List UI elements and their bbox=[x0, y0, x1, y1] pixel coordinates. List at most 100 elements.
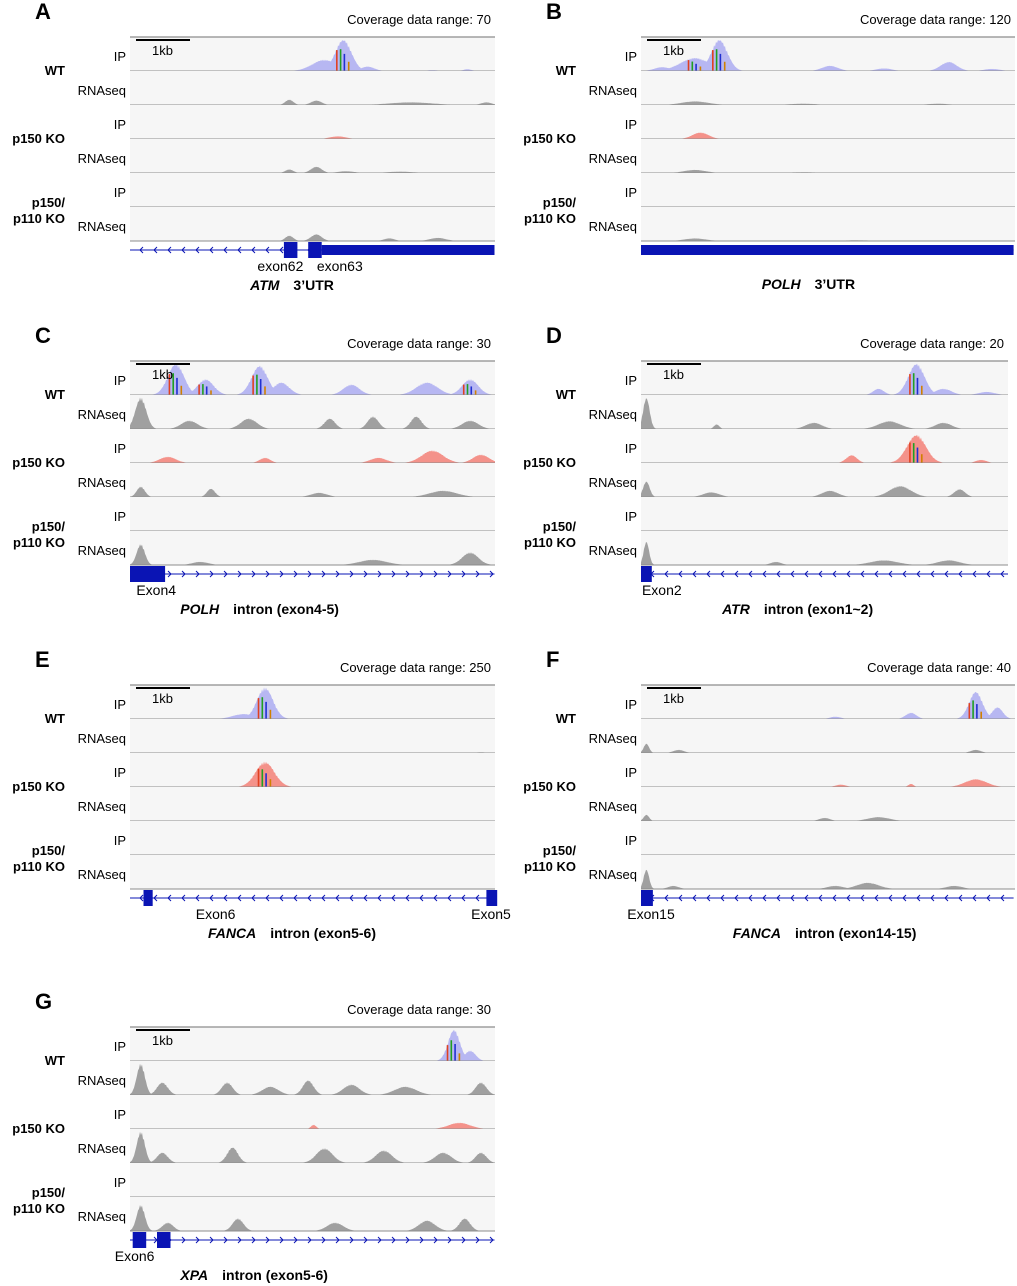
strand-arrow-icon bbox=[209, 1236, 214, 1244]
panel-F bbox=[641, 684, 1015, 906]
sample-label-line: p150/ bbox=[31, 1185, 65, 1200]
scale-bar-label: 1kb bbox=[152, 1033, 173, 1048]
track-background bbox=[130, 685, 495, 719]
strand-arrow-icon bbox=[293, 894, 298, 902]
strand-arrow-icon bbox=[902, 894, 907, 902]
strand-arrow-icon bbox=[223, 1236, 228, 1244]
strand-arrow-icon bbox=[405, 1236, 410, 1244]
scale-bar-label: 1kb bbox=[152, 691, 173, 706]
coverage-range-label: Coverage data range: 40 bbox=[867, 660, 1011, 675]
gene-region-title: FANCA intron (exon5-6) bbox=[208, 925, 376, 941]
strand-arrow-icon bbox=[265, 894, 270, 902]
strand-arrow-icon bbox=[391, 1236, 396, 1244]
region-name: intron (exon14-15) bbox=[795, 925, 917, 941]
strand-arrow-icon bbox=[293, 1236, 298, 1244]
strand-arrow-icon bbox=[223, 570, 228, 578]
strand-arrow-icon bbox=[776, 894, 781, 902]
strand-arrow-icon bbox=[167, 570, 172, 578]
track-label: RNAseq bbox=[77, 731, 126, 746]
strand-arrow-icon bbox=[363, 894, 368, 902]
coverage-area bbox=[641, 363, 1008, 395]
strand-arrow-icon bbox=[804, 894, 809, 902]
strand-arrow-icon bbox=[986, 570, 991, 578]
strand-arrow-icon bbox=[139, 894, 144, 902]
track-label: IP bbox=[113, 373, 126, 388]
strand-arrow-icon bbox=[349, 894, 354, 902]
strand-arrow-icon bbox=[461, 894, 466, 902]
track-background bbox=[130, 531, 495, 565]
sample-label-line: WT bbox=[555, 63, 576, 78]
coverage-area bbox=[130, 99, 495, 105]
sample-label-line: p150 KO bbox=[12, 455, 65, 470]
strand-arrow-icon bbox=[167, 246, 172, 254]
strand-arrow-icon bbox=[720, 894, 725, 902]
track-background bbox=[130, 1163, 495, 1197]
sample-label-line: p150 KO bbox=[12, 779, 65, 794]
track-label: RNAseq bbox=[588, 407, 637, 422]
strand-arrow-icon bbox=[762, 894, 767, 902]
exon-block bbox=[130, 566, 166, 582]
track-label: RNAseq bbox=[77, 83, 126, 98]
strand-arrow-icon bbox=[706, 894, 711, 902]
track-background bbox=[641, 821, 1015, 855]
exon-label: Exon6 bbox=[195, 906, 236, 922]
track-label: RNAseq bbox=[77, 219, 126, 234]
track-label: IP bbox=[113, 509, 126, 524]
strand-arrow-icon bbox=[195, 1236, 200, 1244]
gene-region-title: FANCA intron (exon14-15) bbox=[733, 925, 917, 941]
track-background bbox=[130, 1027, 495, 1061]
panel-letter: E bbox=[35, 647, 50, 672]
track-label: IP bbox=[624, 185, 637, 200]
track-label: RNAseq bbox=[77, 1141, 126, 1156]
track-label: IP bbox=[113, 833, 126, 848]
exon-block bbox=[486, 890, 498, 906]
exon-label: Exon4 bbox=[136, 582, 177, 598]
strand-arrow-icon bbox=[181, 894, 186, 902]
strand-arrow-icon bbox=[888, 894, 893, 902]
strand-arrow-icon bbox=[944, 570, 949, 578]
track-label: RNAseq bbox=[588, 799, 637, 814]
sample-label-line: p150/ bbox=[31, 843, 65, 858]
gene-name: ATM bbox=[250, 277, 280, 293]
sample-label: p150 KO bbox=[12, 131, 65, 147]
track-label: RNAseq bbox=[588, 731, 637, 746]
sample-label: WT bbox=[45, 63, 65, 79]
track-label: IP bbox=[624, 697, 637, 712]
region-name: intron (exon1~2) bbox=[763, 601, 874, 617]
strand-arrow-icon bbox=[349, 570, 354, 578]
track-background bbox=[641, 207, 1015, 241]
track-background bbox=[130, 71, 495, 105]
strand-arrow-icon bbox=[293, 570, 298, 578]
track-background bbox=[641, 173, 1015, 207]
gene-region-title: XPA intron (exon5-6) bbox=[180, 1267, 328, 1283]
strand-arrow-icon bbox=[888, 570, 893, 578]
track-background bbox=[641, 855, 1015, 889]
strand-arrow-icon bbox=[335, 1236, 340, 1244]
sample-label-line: p110 KO bbox=[523, 859, 576, 874]
coverage-area bbox=[641, 814, 1015, 821]
sample-label-line: p150/ bbox=[542, 843, 576, 858]
strand-arrow-icon bbox=[790, 570, 795, 578]
strand-arrow-icon bbox=[237, 1236, 242, 1244]
panel-letter: F bbox=[546, 647, 560, 672]
strand-arrow-icon bbox=[167, 894, 172, 902]
track-label: IP bbox=[624, 833, 637, 848]
scale-bar-label: 1kb bbox=[152, 43, 173, 58]
strand-arrow-icon bbox=[958, 570, 963, 578]
strand-arrow-icon bbox=[748, 570, 753, 578]
strand-arrow-icon bbox=[664, 570, 669, 578]
strand-arrow-icon bbox=[265, 1236, 270, 1244]
exon-block bbox=[157, 1232, 171, 1248]
track-background bbox=[130, 821, 495, 855]
strand-arrow-icon bbox=[692, 570, 697, 578]
coverage-range-label: Coverage data range: 30 bbox=[347, 1002, 491, 1017]
sample-label-line: p110 KO bbox=[12, 1201, 65, 1216]
sample-label-line: WT bbox=[44, 1053, 65, 1068]
coverage-area bbox=[641, 40, 1015, 71]
exon-block bbox=[641, 890, 653, 906]
panel-letter: C bbox=[35, 323, 51, 348]
track-background bbox=[641, 531, 1008, 565]
strand-arrow-icon bbox=[475, 894, 480, 902]
sample-label-line: WT bbox=[44, 63, 65, 78]
